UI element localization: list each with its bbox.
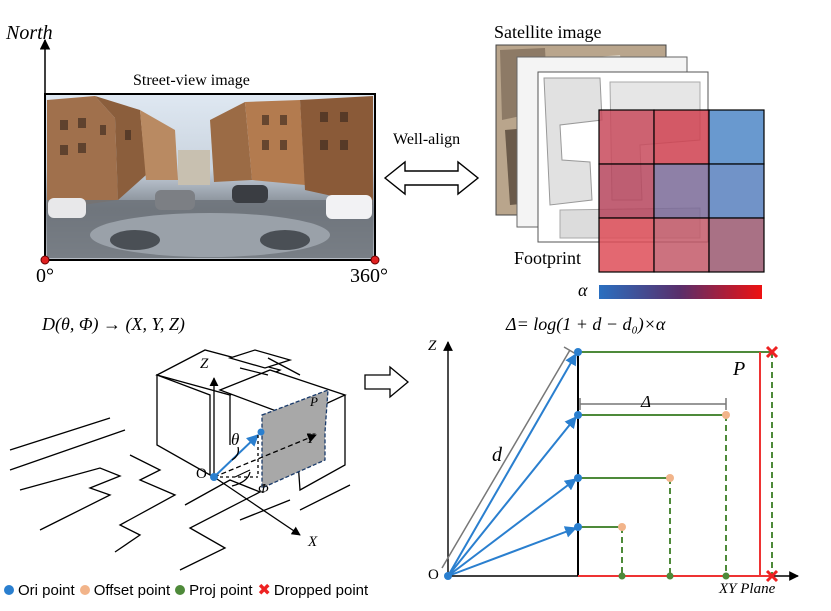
alpha-grid-cell	[598, 217, 655, 273]
offset-point	[722, 411, 730, 419]
legend-proj-label: Proj point	[189, 581, 253, 599]
ori-point	[574, 411, 582, 419]
ori-point	[574, 523, 582, 531]
p-label: P	[733, 358, 746, 380]
alpha-grid-cell	[598, 163, 655, 219]
ori-point	[574, 348, 582, 356]
alpha-grid-cell	[653, 163, 710, 219]
x-label: X	[308, 534, 318, 550]
alpha-grid-cell	[598, 109, 655, 165]
well-align-label: Well-align	[393, 131, 461, 148]
p-label: P	[310, 394, 318, 409]
dropped-point-icon	[765, 569, 779, 583]
projection-equation: D(θ, Φ) → (X, Y, Z)	[42, 314, 185, 334]
alpha-grid-cell	[708, 217, 765, 273]
streetview-panel	[39, 38, 380, 265]
origin-point	[210, 473, 218, 481]
offset-point	[618, 523, 626, 531]
satellite-label: Satellite image	[494, 22, 602, 42]
footprint-label: Footprint	[514, 248, 582, 268]
full-degree-label: 360°	[350, 265, 388, 287]
proj-point	[722, 572, 730, 580]
dropped-point-icon: ✖	[257, 582, 271, 599]
car-icon	[232, 185, 268, 203]
legend-dropped-label: Dropped point	[273, 581, 369, 599]
origin-label: O	[196, 466, 207, 482]
streetview-label: Street-view image	[133, 72, 250, 89]
alpha-label: α	[578, 280, 588, 300]
theta-label: θ	[231, 430, 240, 449]
proj-point	[666, 572, 674, 580]
alpha-grid	[598, 109, 765, 273]
end-marker	[370, 255, 380, 265]
xy-plane-label: XY Plane	[719, 581, 776, 597]
d-label: d	[492, 444, 502, 466]
z-axis-label: Z	[428, 338, 437, 354]
car-icon	[326, 195, 372, 219]
legend-offset-label: Offset point	[93, 581, 171, 599]
origin-point	[444, 572, 452, 580]
offset-equation: Δ= log(1 + d − d₀)×α	[506, 314, 666, 334]
proj-point	[618, 572, 626, 580]
legend: Ori point Offset point Proj point ✖ Drop…	[4, 580, 368, 600]
projection-3d-panel	[9, 349, 351, 571]
z-label: Z	[200, 356, 209, 372]
origin-label: O	[428, 567, 439, 583]
satellite-panel	[495, 44, 765, 299]
alpha-grid-cell	[708, 109, 765, 165]
ori-point-icon	[4, 585, 14, 595]
origin-marker	[40, 255, 50, 265]
offset-point	[666, 474, 674, 482]
ori-point	[574, 474, 582, 482]
ori-point	[257, 428, 265, 436]
offset-point-icon	[79, 585, 90, 595]
y-label: Y	[306, 431, 315, 447]
car-icon	[155, 190, 195, 210]
proj-point-icon	[175, 585, 186, 595]
alpha-grid-cell	[708, 163, 765, 219]
phi-label: Φ	[258, 482, 269, 497]
well-align-arrow	[383, 160, 480, 196]
delta-label: Δ	[641, 392, 651, 411]
dropped-point-icon	[765, 345, 779, 359]
streetview-buildings	[47, 96, 373, 210]
car-icon	[48, 198, 86, 218]
alpha-colorbar	[599, 285, 762, 299]
north-label: North	[6, 22, 53, 44]
zero-degree-label: 0°	[36, 265, 54, 287]
offset-diagram	[441, 341, 799, 583]
projection-arrow	[364, 365, 410, 399]
alpha-grid-cell	[653, 109, 710, 165]
alpha-grid-cell	[653, 217, 710, 273]
legend-ori-label: Ori point	[18, 581, 75, 599]
